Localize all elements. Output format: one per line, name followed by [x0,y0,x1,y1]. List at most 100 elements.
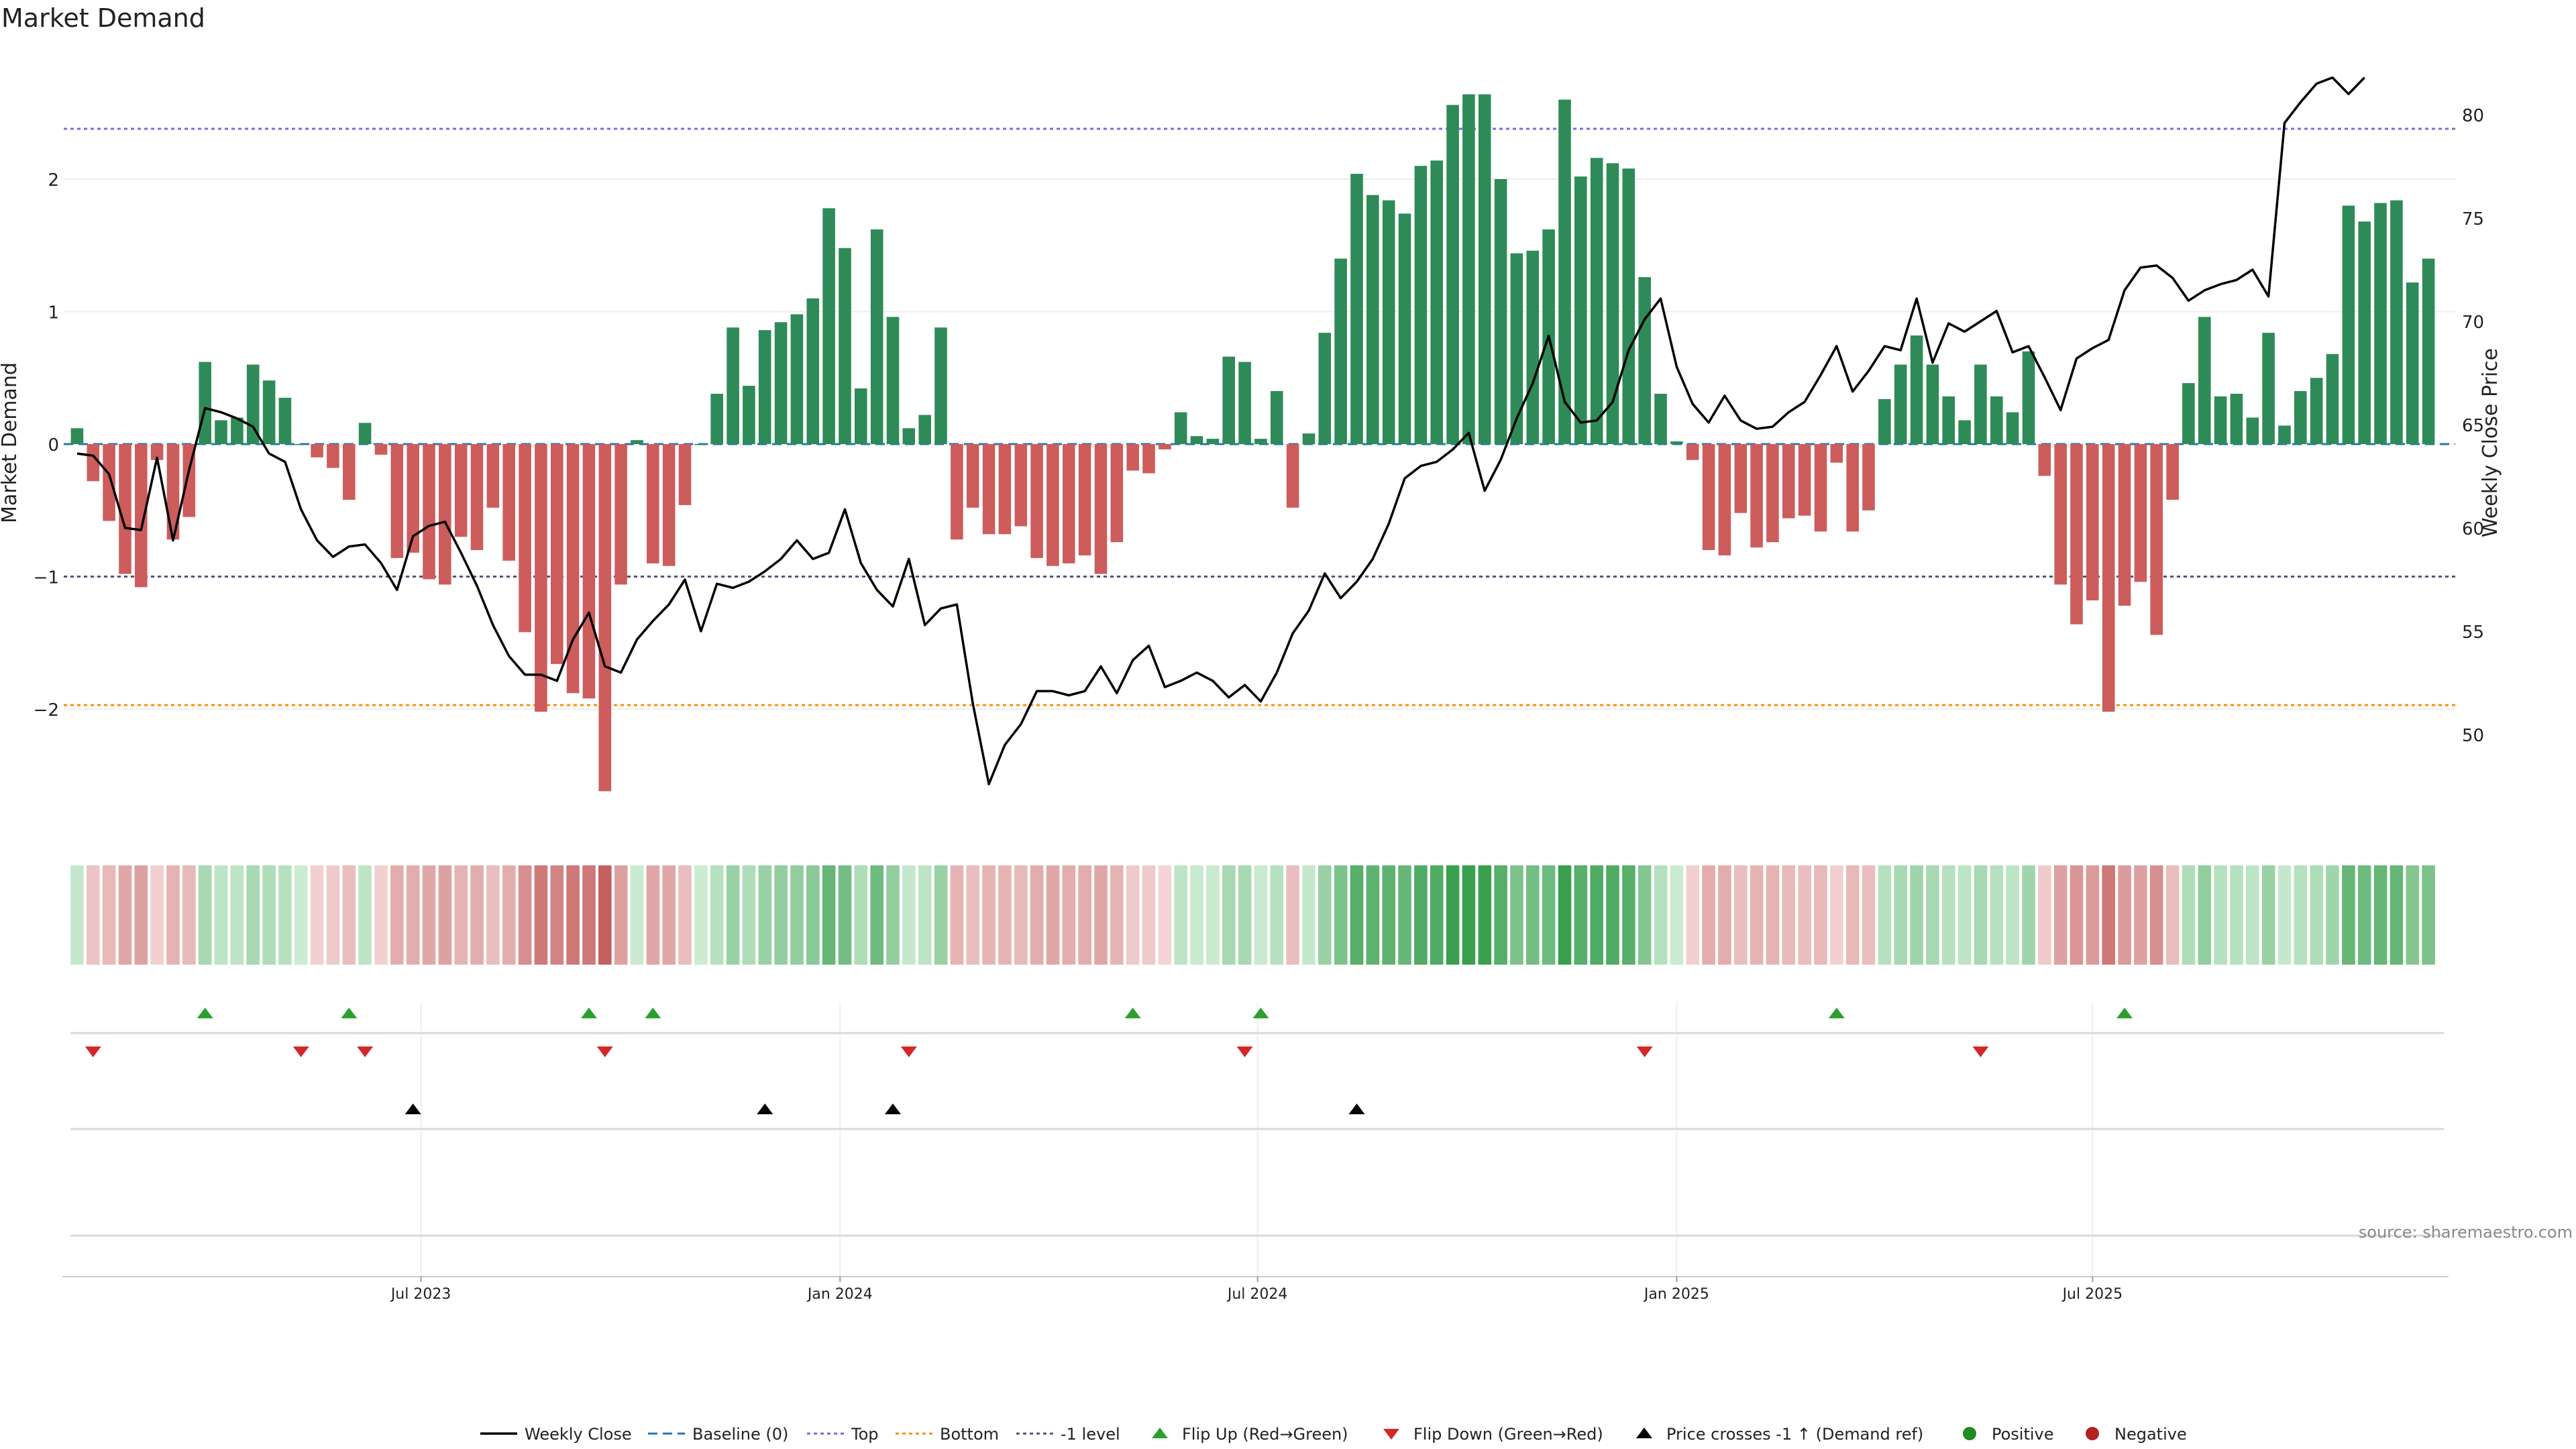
heat-cell [2214,865,2227,965]
heat-cell [2294,865,2308,965]
demand-bar [1590,158,1603,444]
demand-bar [2422,258,2435,444]
heat-cell [678,865,692,965]
demand-bar [486,444,500,508]
heat-cell [502,865,516,965]
demand-bar [1430,160,1443,445]
heat-cell [726,865,740,965]
demand-bar [566,444,580,694]
demand-bar [2310,378,2323,445]
demand-bar [982,444,996,535]
heat-cell [1158,865,1172,965]
right-tick-label: 55 [2462,623,2484,643]
legend-label: Top [851,1425,879,1444]
demand-bar [1206,439,1220,444]
right-tick-label: 70 [2462,313,2484,333]
demand-bar [2374,203,2387,444]
heat-cell [2373,865,2387,965]
flip-up-marker [2116,1008,2133,1018]
heat-cell [1286,865,1299,965]
demand-bar [2054,444,2067,585]
heat-cell [1830,865,1843,965]
flip-up-marker [1252,1008,1269,1018]
left-tick-label: −1 [34,568,59,588]
heat-cell [230,865,244,965]
legend-label: -1 level [1061,1425,1120,1444]
demand-bar [1686,444,1699,460]
heat-cell [358,865,372,965]
demand-bar [551,444,564,664]
demand-bar [1574,176,1587,444]
heat-cell [2053,865,2068,965]
heat-cell [614,865,628,965]
heat-cell [2038,865,2051,965]
demand-bar [1366,195,1379,444]
heat-cell [1382,865,1395,965]
left-axis: 2 1 0 −2 −1 [34,170,59,720]
right-axis-title: Weekly Close Price [2479,348,2502,537]
demand-bar [2390,200,2403,444]
demand-bar [390,444,404,558]
demand-bar [358,423,372,444]
heat-cell [1414,865,1428,965]
demand-bar [598,444,612,792]
demand-bar [1814,444,1827,532]
legend-item-bottom: Bottom [896,1425,999,1444]
demand-bar [2262,333,2275,444]
demand-bar [1990,396,2003,444]
heat-cell [1654,865,1668,965]
heat-cell [1046,865,1060,965]
heat-cell [1270,865,1284,965]
demand-bar [998,444,1012,535]
demand-bar [1271,391,1283,444]
demand-bar [1078,444,1091,555]
heat-cell [854,865,868,965]
heat-cell [1926,865,1939,965]
heat-cell [1957,865,1972,965]
heat-cell [2277,865,2292,965]
demand-bar [2166,444,2179,500]
heat-cell [70,865,84,965]
heat-cell [246,865,260,965]
heat-cell [1798,865,1811,965]
heat-cell [422,865,436,965]
demand-bar [1958,420,1971,444]
heat-cell [374,865,388,965]
demand-bar [1350,174,1363,444]
demand-bar [951,444,963,540]
flip-down-marker [1236,1046,1253,1057]
heat-cell [342,865,356,965]
heat-cell [2102,865,2115,965]
heat-cell [198,865,212,965]
heat-cell [1686,865,1700,965]
heat-cell [1398,865,1411,965]
heat-cell [1030,865,1044,965]
demand-bar [423,444,435,580]
heat-cell [1494,865,1507,965]
heat-cell [790,865,804,965]
heat-cell [2134,865,2147,965]
flip-down-marker [292,1046,309,1057]
demand-bar [582,444,596,699]
demand-bar [2182,383,2195,444]
heat-cell [1222,865,1236,965]
demand-bar [2134,444,2147,582]
heat-cell [1478,865,1492,965]
demand-bar [1222,356,1235,444]
right-tick-label: 80 [2462,106,2484,126]
heat-cell [1670,865,1684,965]
heat-cell [1622,865,1635,965]
heat-cell [134,865,148,965]
demand-bar [678,444,692,505]
legend-item-close: Weekly Close [480,1425,632,1444]
demand-bar [1254,439,1267,444]
heat-cell [1318,865,1332,965]
demand-bar [262,380,276,444]
heat-cell [550,865,564,965]
heat-cell [1814,865,1827,965]
demand-bar [1478,94,1491,445]
legend-item-cross: Price crosses -1 ↑ (Demand ref) [1636,1425,1923,1444]
heat-cell [262,865,276,965]
heat-cell [1638,865,1652,965]
